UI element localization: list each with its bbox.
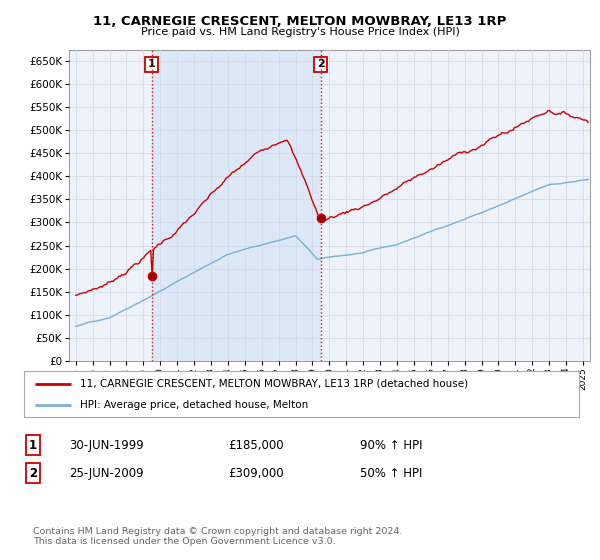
Text: HPI: Average price, detached house, Melton: HPI: Average price, detached house, Melt… (79, 400, 308, 410)
Text: 2: 2 (29, 466, 37, 480)
Text: £309,000: £309,000 (228, 466, 284, 480)
Text: Contains HM Land Registry data © Crown copyright and database right 2024.
This d: Contains HM Land Registry data © Crown c… (33, 526, 403, 546)
Text: 50% ↑ HPI: 50% ↑ HPI (360, 466, 422, 480)
Text: 25-JUN-2009: 25-JUN-2009 (69, 466, 143, 480)
Bar (152, 50, 321, 361)
Text: 2: 2 (317, 59, 325, 69)
Text: £185,000: £185,000 (228, 438, 284, 452)
Text: 1: 1 (148, 59, 155, 69)
Text: 30-JUN-1999: 30-JUN-1999 (69, 438, 144, 452)
Text: 11, CARNEGIE CRESCENT, MELTON MOWBRAY, LE13 1RP: 11, CARNEGIE CRESCENT, MELTON MOWBRAY, L… (94, 15, 506, 27)
Text: 1: 1 (29, 438, 37, 452)
Text: 11, CARNEGIE CRESCENT, MELTON MOWBRAY, LE13 1RP (detached house): 11, CARNEGIE CRESCENT, MELTON MOWBRAY, L… (79, 379, 467, 389)
Text: 90% ↑ HPI: 90% ↑ HPI (360, 438, 422, 452)
Text: Price paid vs. HM Land Registry's House Price Index (HPI): Price paid vs. HM Land Registry's House … (140, 27, 460, 37)
